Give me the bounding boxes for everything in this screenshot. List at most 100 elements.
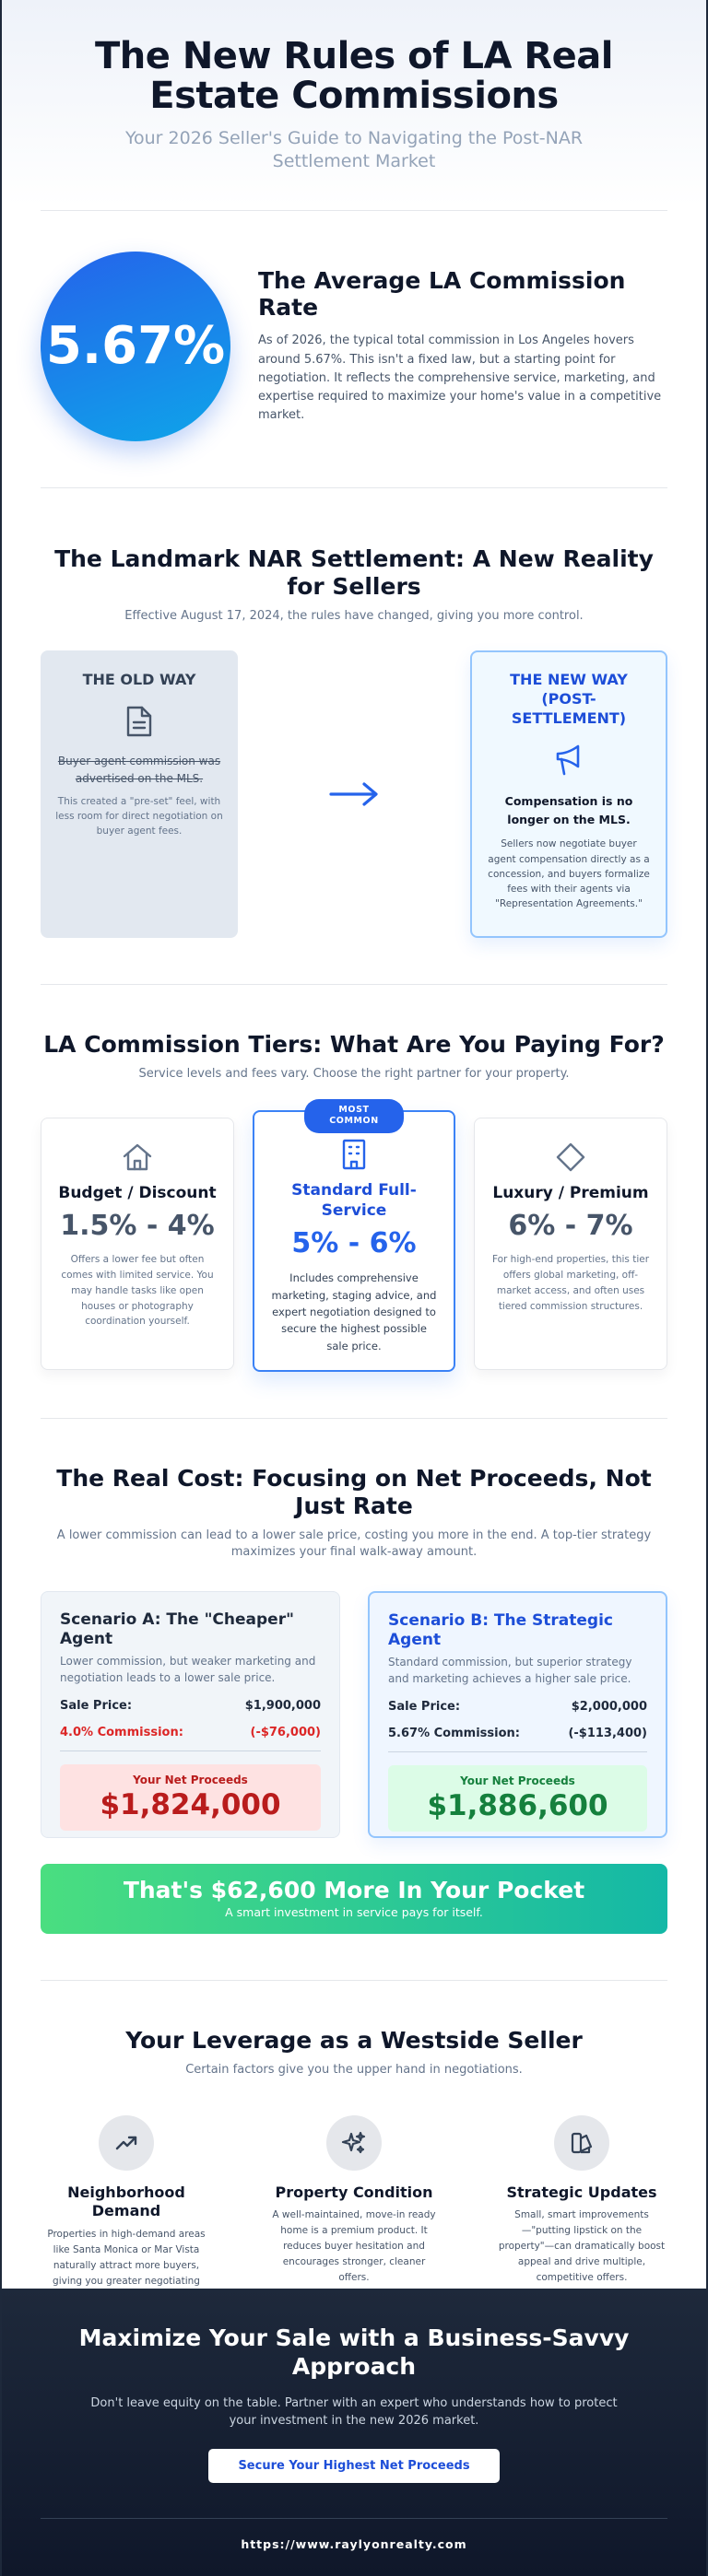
building-icon [337, 1138, 371, 1171]
tier-card-standard: MOST COMMON Standard Full-Service 5% - 6… [253, 1099, 455, 1373]
scenario-title: Scenario B: The Strategic Agent [388, 1610, 614, 1649]
tier-name: Budget / Discount [58, 1184, 217, 1203]
divider [41, 486, 667, 488]
net-proceeds-section: The Real Cost: Focusing on Net Proceeds,… [2, 1419, 706, 1979]
tiers-subtitle: Service levels and fees vary. Choose the… [138, 1066, 570, 1081]
divider [41, 1418, 667, 1420]
trending-up-icon [99, 2114, 154, 2171]
scenarios-row: Scenario A: The "Cheaper" Agent Lower co… [41, 1590, 667, 1838]
leverage-item-demand: Neighborhood Demand Properties in high-d… [41, 2114, 212, 2305]
tier-price: 5% - 6% [291, 1227, 417, 1260]
commission-label: 5.67% Commission: [388, 1727, 520, 1740]
commission-value: (-$113,400) [568, 1727, 647, 1740]
tier-name: Luxury / Premium [492, 1184, 649, 1203]
old-way-statement: Buyer agent commission was advertised on… [57, 754, 221, 786]
leverage-section: Your Leverage as a Westside Seller Certa… [2, 1981, 706, 2355]
net-subtitle: A lower commission can lead to a lower s… [56, 1528, 652, 1560]
divider [41, 1979, 667, 1981]
old-way-title: THE OLD WAY [82, 670, 196, 688]
leverage-description: A well-maintained, move-in ready home is… [272, 2209, 436, 2283]
cta-button[interactable]: Secure Your Highest Net Proceeds [208, 2448, 500, 2483]
leverage-item-condition: Property Condition A well-maintained, mo… [268, 2114, 440, 2305]
scenario-title: Scenario A: The "Cheaper" Agent [60, 1610, 294, 1648]
sale-price-row: Sale Price: $1,900,000 [60, 1699, 321, 1713]
new-way-card: THE NEW WAY (POST-SETTLEMENT) Compensati… [470, 650, 667, 938]
tiers-section: LA Commission Tiers: What Are You Paying… [2, 985, 706, 1418]
sale-price-row: Sale Price: $2,000,000 [388, 1700, 647, 1714]
savings-title: That's $62,600 More In Your Pocket [123, 1876, 585, 1903]
sparkles-icon [326, 2114, 382, 2171]
arrow [238, 650, 470, 938]
sale-price-label: Sale Price: [60, 1699, 133, 1713]
page-subtitle: Your 2026 Seller's Guide to Navigating t… [124, 128, 584, 172]
net-proceeds-value: $1,886,600 [427, 1789, 608, 1822]
tier-name: Standard Full-Service [291, 1181, 417, 1221]
commission-row: 5.67% Commission: (-$113,400) [388, 1727, 647, 1740]
nar-title: The Landmark NAR Settlement: A New Reali… [54, 544, 654, 600]
leverage-name: Strategic Updates [506, 2183, 657, 2201]
new-way-note: Sellers now negotiate buyer agent compen… [488, 838, 650, 910]
net-proceeds-box: Your Net Proceeds $1,824,000 [60, 1764, 321, 1831]
sale-price-label: Sale Price: [388, 1700, 461, 1714]
swatch-icon [554, 2114, 609, 2171]
nar-section: The Landmark NAR Settlement: A New Reali… [2, 488, 706, 984]
document-icon [121, 703, 158, 740]
tiers-title: LA Commission Tiers: What Are You Paying… [43, 1030, 665, 1058]
home-icon [121, 1141, 154, 1174]
sale-price-value: $2,000,000 [571, 1700, 647, 1714]
scenario-a-card: Scenario A: The "Cheaper" Agent Lower co… [41, 1590, 340, 1838]
cta-title: Maximize Your Sale with a Business-Savvy… [78, 2324, 630, 2381]
new-way-statement: Compensation is no longer on the MLS. [504, 794, 633, 827]
cta-footer: Maximize Your Sale with a Business-Savvy… [2, 2289, 706, 2576]
commission-label: 4.0% Commission: [60, 1726, 183, 1739]
tier-description: Offers a lower fee but often comes with … [61, 1254, 214, 1328]
nar-subtitle: Effective August 17, 2024, the rules hav… [124, 608, 584, 623]
commission-value: (-$76,000) [250, 1726, 322, 1739]
website-link[interactable]: https://www.raylyonrealty.com [241, 2536, 467, 2551]
nar-comparison: THE OLD WAY Buyer agent commission was a… [41, 650, 667, 938]
most-common-badge: MOST COMMON [304, 1099, 404, 1133]
divider [41, 983, 667, 985]
diamond-icon [554, 1141, 587, 1174]
megaphone-icon [550, 743, 587, 779]
header: The New Rules of LA Real Estate Commissi… [2, 0, 706, 210]
savings-subtitle: A smart investment in service pays for i… [225, 1904, 483, 1919]
average-body: As of 2026, the typical total commission… [258, 334, 662, 422]
leverage-item-updates: Strategic Updates Small, smart improveme… [496, 2114, 667, 2305]
scenario-b-card: Scenario B: The Strategic Agent Standard… [368, 1590, 667, 1838]
leverage-title: Your Leverage as a Westside Seller [125, 2026, 583, 2054]
tiers-row: Budget / Discount 1.5% - 4% Offers a low… [41, 1099, 667, 1373]
net-title: The Real Cost: Focusing on Net Proceeds,… [56, 1465, 652, 1520]
tier-card-luxury: Luxury / Premium 6% - 7% For high-end pr… [474, 1118, 667, 1371]
savings-banner: That's $62,600 More In Your Pocket A sma… [41, 1863, 667, 1934]
average-heading: The Average LA Commission Rate [258, 267, 626, 322]
net-proceeds-value: $1,824,000 [100, 1788, 281, 1821]
new-way-title: THE NEW WAY (POST-SETTLEMENT) [510, 670, 628, 727]
tier-card-budget: Budget / Discount 1.5% - 4% Offers a low… [41, 1118, 234, 1371]
tier-price: 6% - 7% [508, 1210, 633, 1243]
average-rate-section: 5.67% The Average LA Commission Rate As … [2, 211, 706, 487]
divider [41, 209, 667, 211]
cta-body: Don't leave equity on the table. Partner… [90, 2395, 618, 2429]
leverage-description: Small, smart improvements—"putting lipst… [498, 2209, 666, 2283]
leverage-subtitle: Certain factors give you the upper hand … [185, 2062, 523, 2077]
sale-price-value: $1,900,000 [244, 1699, 321, 1713]
tier-description: For high-end properties, this tier offer… [491, 1254, 650, 1312]
scenario-description: Standard commission, but superior strate… [388, 1656, 632, 1685]
tier-price: 1.5% - 4% [60, 1210, 215, 1243]
net-proceeds-label: Your Net Proceeds [133, 1774, 248, 1786]
old-way-note: This created a "pre-set" feel, with less… [55, 796, 223, 837]
tier-description: Includes comprehensive marketing, stagin… [271, 1271, 437, 1352]
leverage-row: Neighborhood Demand Properties in high-d… [41, 2114, 667, 2305]
leverage-name: Neighborhood Demand [67, 2183, 185, 2220]
scenario-description: Lower commission, but weaker marketing a… [60, 1655, 316, 1684]
divider [41, 2517, 667, 2519]
page-title: The New Rules of LA Real Estate Commissi… [95, 35, 613, 118]
net-proceeds-label: Your Net Proceeds [460, 1774, 575, 1787]
leverage-name: Property Condition [275, 2183, 433, 2201]
divider [388, 1751, 647, 1752]
arrow-right-icon [329, 782, 378, 806]
old-way-card: THE OLD WAY Buyer agent commission was a… [41, 650, 238, 938]
rate-circle: 5.67% [41, 251, 230, 441]
